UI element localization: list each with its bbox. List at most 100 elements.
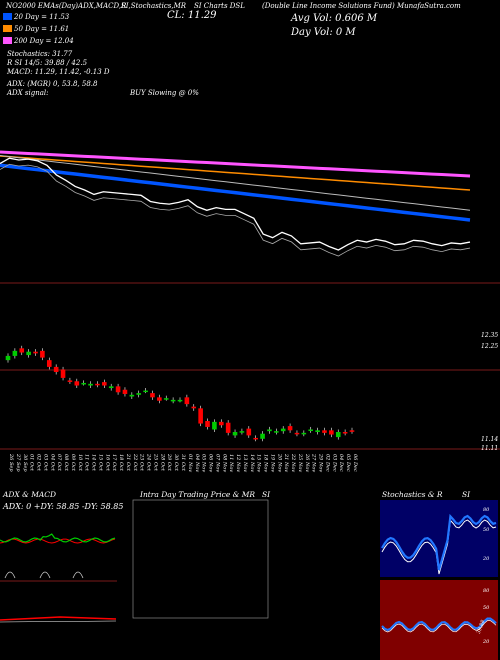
legend-ema200: 200 Day = 12.04 bbox=[3, 37, 74, 45]
x-axis-label: 04 Oct bbox=[49, 454, 55, 472]
candle-body bbox=[163, 398, 169, 400]
ema50-swatch bbox=[3, 25, 12, 32]
x-axis-label: 29 Oct bbox=[166, 453, 172, 472]
x-axis-label: 16 Oct bbox=[104, 454, 110, 472]
ema-lines bbox=[0, 150, 471, 257]
header-title-mid2: SI Charts DSL bbox=[194, 2, 245, 10]
legend-ema20: 20 Day = 11.53 bbox=[3, 13, 69, 21]
candle-body bbox=[46, 360, 52, 367]
macd-signal bbox=[0, 620, 117, 623]
candle-body bbox=[322, 430, 327, 433]
x-axis-label: 01 Oct bbox=[29, 454, 35, 472]
x-axis-label: 27 Sep bbox=[15, 453, 21, 472]
candle-body bbox=[205, 421, 210, 427]
price-label-low2: 11.11 bbox=[481, 445, 498, 452]
x-axis-label: 30 Sep bbox=[22, 454, 28, 472]
candle-body bbox=[67, 380, 73, 382]
candle-body bbox=[253, 437, 258, 440]
candle-body bbox=[74, 381, 80, 386]
candle-body bbox=[198, 408, 203, 424]
legend-adx: ADX: (MGR) 0, 53.8, 58.8 bbox=[7, 80, 98, 88]
adx-plus-line bbox=[0, 533, 116, 543]
candle-body bbox=[33, 351, 38, 354]
x-axis-label: 26 Nov bbox=[304, 453, 310, 472]
rsi-line bbox=[381, 617, 497, 632]
candle-body bbox=[308, 429, 314, 431]
candle-body bbox=[19, 348, 25, 353]
candle-body bbox=[294, 432, 300, 435]
candlesticks bbox=[5, 345, 355, 442]
candle-body bbox=[301, 432, 307, 435]
stoch-lines bbox=[381, 513, 497, 633]
x-axis-label: 28 Oct bbox=[159, 453, 165, 472]
x-axis-label: 05 Dec bbox=[345, 454, 351, 472]
intraday-panel bbox=[132, 499, 269, 619]
candle-body bbox=[122, 389, 128, 394]
candle-body bbox=[150, 393, 155, 398]
candle-body bbox=[287, 426, 293, 431]
rsi-tick-20: 20 bbox=[483, 639, 490, 645]
x-axis-label: 06 Nov bbox=[208, 454, 214, 472]
legend-adx-signal: ADX signal: bbox=[7, 89, 49, 97]
x-axis-label: 21 Nov bbox=[283, 453, 289, 472]
x-axis-label: 03 Dec bbox=[331, 454, 337, 472]
candle-body bbox=[136, 393, 142, 395]
ema200-swatch bbox=[3, 37, 12, 44]
avg-volume: Avg Vol: 0.606 M bbox=[291, 13, 378, 24]
candle-body bbox=[102, 382, 107, 386]
candle-body bbox=[342, 432, 348, 434]
x-axis-label: 13 Nov bbox=[242, 454, 248, 472]
x-axis-label: 23 Oct bbox=[139, 453, 145, 472]
stoch-k-line bbox=[381, 513, 497, 571]
header-title-mid: SI,Stochastics,MR bbox=[121, 2, 187, 10]
candle-body bbox=[40, 350, 45, 358]
stoch-panel-title: Stochastics & R bbox=[382, 490, 443, 499]
x-axis-label: 11 Nov bbox=[228, 454, 234, 472]
legend-stochastics: Stochastics: 31.77 bbox=[7, 50, 73, 58]
macd-hump bbox=[39, 571, 51, 579]
x-axis-label: 29 Nov bbox=[318, 453, 324, 472]
price-label-low: 11.14 bbox=[481, 436, 498, 443]
candle-body bbox=[129, 394, 135, 397]
rsi-tick-80: 80 bbox=[483, 588, 490, 594]
x-axis-label: 02 Oct bbox=[36, 454, 42, 472]
legend-ema200-text: 200 Day = 12.04 bbox=[14, 37, 74, 45]
x-axis-label: 27 Nov bbox=[311, 453, 317, 472]
x-axis-label: 30 Oct bbox=[173, 454, 179, 472]
candle-body bbox=[12, 350, 18, 356]
candle-body bbox=[81, 382, 86, 385]
x-axis-label: 19 Nov bbox=[269, 454, 275, 472]
legend-rsi: R SI 14/5: 39.88 / 42.5 bbox=[7, 59, 88, 67]
x-axis-label: 17 Oct bbox=[111, 454, 117, 472]
stoch-si-label: SI bbox=[462, 490, 471, 499]
candle-body bbox=[88, 383, 93, 386]
candle-body bbox=[349, 430, 355, 432]
x-axis-label: 07 Nov bbox=[214, 454, 220, 472]
header-title-left: NO2000 EMAs(Day)ADX,MACD,R bbox=[6, 2, 127, 10]
candle-body bbox=[177, 399, 183, 402]
candle-body bbox=[108, 386, 114, 389]
candle-body bbox=[143, 390, 148, 393]
candle-body bbox=[274, 431, 279, 433]
candle-body bbox=[5, 355, 11, 361]
candle-body bbox=[225, 422, 231, 433]
candle-body bbox=[212, 421, 217, 430]
price-label-upper: 12.25 bbox=[481, 343, 498, 350]
candle-body bbox=[115, 386, 121, 393]
legend-ema50-text: 50 Day = 11.61 bbox=[14, 25, 70, 33]
x-axis-label: 08 Oct bbox=[63, 454, 69, 472]
header-title-right: (Double Line Income Solutions Fund) Muna… bbox=[262, 2, 461, 10]
candle-body bbox=[60, 369, 66, 378]
x-axis-label: 08 Nov bbox=[221, 454, 227, 472]
macd-hump bbox=[72, 571, 84, 579]
stoch-tick-20: 20 bbox=[483, 556, 490, 562]
x-axis-label: 25 Nov bbox=[297, 453, 303, 472]
price-shadow-line bbox=[0, 163, 471, 257]
stoch-d-line bbox=[381, 519, 497, 575]
ema200-line bbox=[0, 150, 471, 178]
x-axis-label: 22 Nov bbox=[290, 453, 296, 472]
x-axis-label: 18 Oct bbox=[118, 454, 124, 472]
macd-line bbox=[0, 616, 117, 621]
ema-gray-line bbox=[0, 155, 471, 211]
x-axis-label: 04 Nov bbox=[194, 454, 200, 472]
